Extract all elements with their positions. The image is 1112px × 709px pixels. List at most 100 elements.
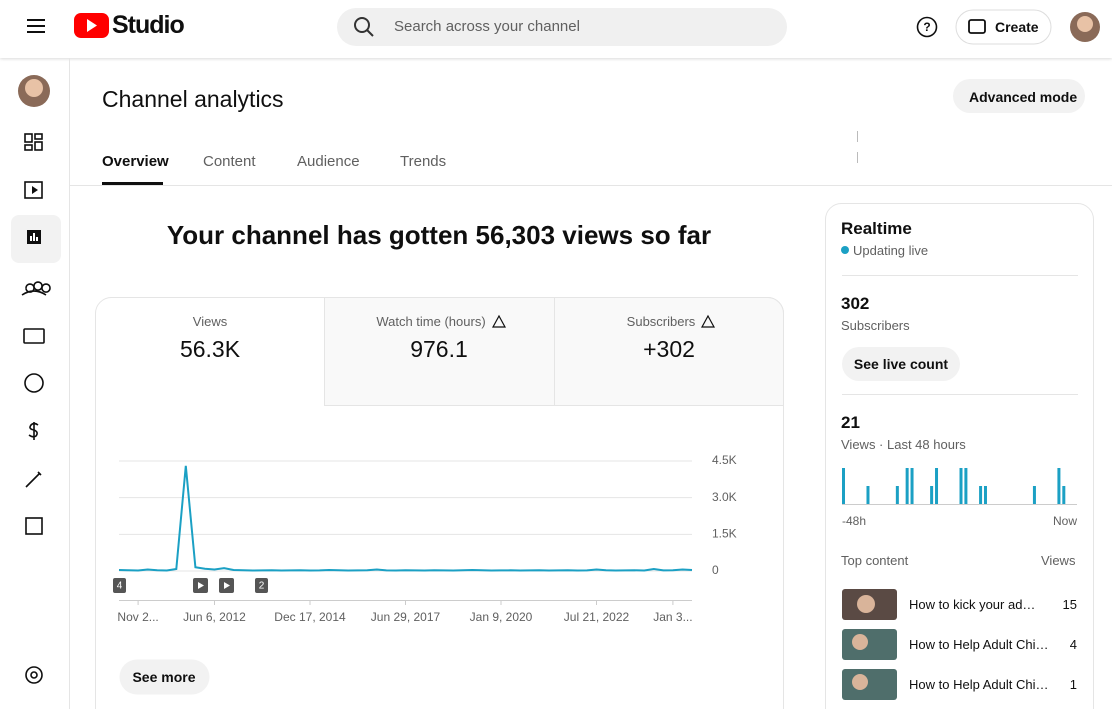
metric-label[interactable]: Subscribers [626,314,696,329]
advanced-button[interactable] [953,79,1085,113]
y-tick-label: 0 [712,563,719,577]
bar [1062,486,1066,504]
warning-icon [700,314,716,328]
bar [964,468,968,504]
live-dot [841,246,849,254]
content-title[interactable]: How to Help Adult Chi… [909,677,1049,692]
x-tick-label: Now [1053,514,1077,528]
x-tick-label: Jan 9, 2020 [470,610,533,624]
annotation: 2 [259,581,265,592]
metric-label[interactable]: Watch time (hours) [376,314,486,329]
bar [910,468,914,504]
create-icon [968,19,986,34]
logo-text: Studio [112,11,185,39]
create-label[interactable]: Create [995,19,1039,35]
metric-value[interactable]: +302 [643,336,695,362]
y-tick-label: 4.5K [712,453,737,467]
subscriber-label: Subscribers [841,318,910,333]
y-tick-label: 1.5K [712,527,737,541]
content-title[interactable]: How to Help Adult Chi… [909,637,1049,652]
page-title: Channel analytics [102,86,284,112]
menu-icon[interactable] [27,19,45,33]
x-tick-label: Jul 21, 2022 [564,610,630,624]
tab-indicator [102,182,163,185]
search-icon [366,29,374,37]
help-icon[interactable] [916,16,938,38]
bar [895,486,899,504]
bar [1057,468,1061,504]
metric-value[interactable]: 976.1 [410,336,468,362]
tab[interactable]: Overview [102,153,169,170]
video-marker-icon [198,582,204,589]
help-mark: ? [923,20,930,34]
tab[interactable]: Trends [400,153,447,170]
live-count-label[interactable]: See live count [853,356,949,372]
annotation: 4 [117,581,123,592]
nav-community[interactable] [21,281,51,296]
realtime-title: Realtime [841,219,912,238]
search-box[interactable] [337,8,787,46]
views-label: Views · Last 48 hours [841,437,966,452]
bar [935,468,939,504]
realtime-card [825,203,1094,709]
live-count-button[interactable] [842,347,960,381]
top-content-label: Top content [841,553,909,568]
subscriber-count: 302 [841,294,870,313]
realtime-status: Updating live [853,243,929,258]
thumbnail[interactable] [842,629,897,660]
x-tick-label: Nov 2... [117,610,158,624]
bar [866,486,870,504]
bar [983,486,987,504]
y-tick-label: 3.0K [712,490,737,504]
tab[interactable]: Content [203,153,256,170]
nav-dashboard[interactable] [24,133,33,143]
metric-value[interactable]: 56.3K [179,336,241,362]
content-views: 4 [1069,637,1077,652]
video-marker-icon [224,582,230,589]
bar [979,486,983,504]
views-count: 21 [841,413,860,432]
x-tick-label: Jan 3... [653,610,692,624]
create-button[interactable] [955,9,1052,45]
thumbnails [842,589,897,700]
content-views: 15 [1062,597,1077,612]
x-tick-label: -48h [842,514,866,528]
nav-customize[interactable] [25,471,42,488]
nav-earn[interactable] [28,422,39,440]
x-tick-label: Dec 17, 2014 [274,610,346,624]
annotation-box [113,578,126,593]
nav-content-play [32,186,38,194]
avatar-face [1077,16,1093,32]
bar [1032,486,1036,504]
see-more-button[interactable] [119,659,210,695]
see-more-label[interactable]: See more [132,669,196,685]
bar [905,468,909,504]
line [118,465,693,572]
content-title[interactable]: How to kick your ad… [909,597,1036,612]
x-tick-label: Jun 6, 2012 [183,610,246,624]
search-icon [354,17,370,33]
avatar-face [25,79,43,97]
headline: Your channel has gotten 56,303 views so … [166,220,712,250]
search-placeholder[interactable]: Search across your channel [394,18,580,35]
thumbnail[interactable] [842,669,897,700]
views-column: Views [1041,553,1076,568]
warning-icon [491,314,507,328]
nav-content[interactable] [24,181,43,199]
nav-copyright[interactable] [24,373,44,393]
bar [959,468,963,504]
logo-play [87,19,97,32]
tab[interactable]: Audience [297,153,360,170]
nav-settings[interactable] [25,666,43,684]
annotation-box [255,578,268,593]
metric-label[interactable]: Views [192,314,228,329]
content-views: 1 [1069,677,1077,692]
bar [842,468,845,504]
x-tick-label: Jun 29, 2017 [371,610,441,624]
nav-audio[interactable] [25,517,43,535]
bar [930,486,934,504]
advanced-label[interactable]: Advanced mode [969,89,1078,105]
nav-subtitles[interactable] [23,328,45,344]
